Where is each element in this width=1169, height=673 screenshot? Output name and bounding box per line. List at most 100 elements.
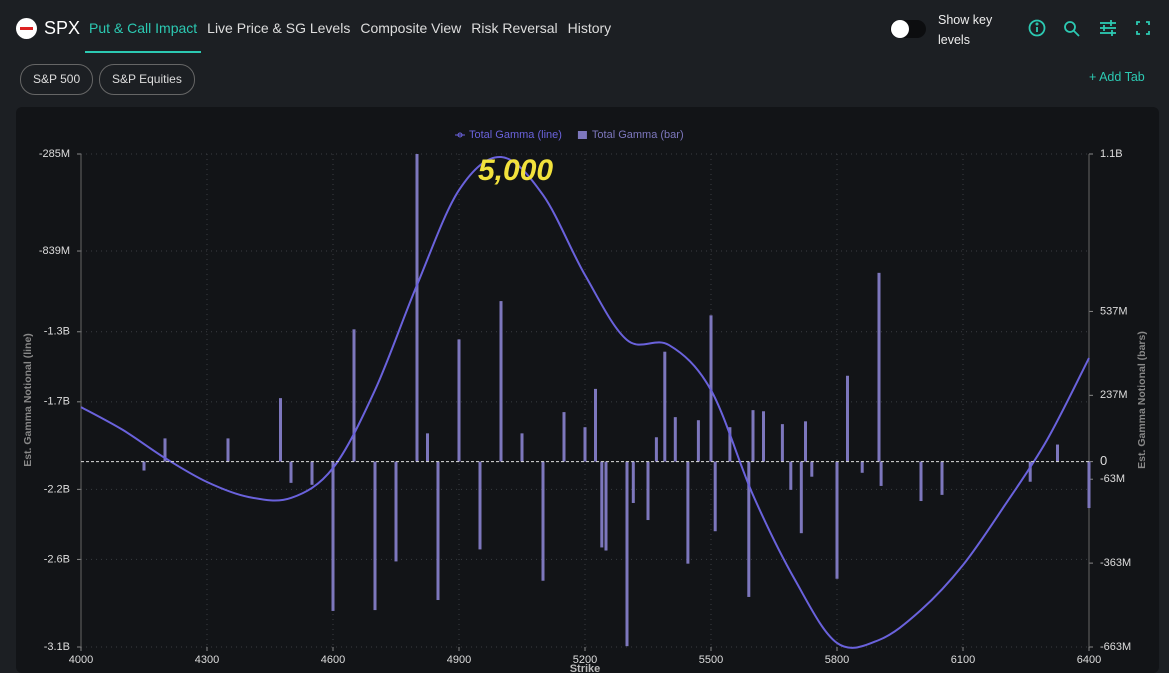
tab[interactable]: Live Price & SG Levels xyxy=(207,20,351,36)
y-tick-label: -3.1B xyxy=(44,641,70,653)
bar xyxy=(1087,461,1091,509)
tab[interactable]: History xyxy=(567,20,612,36)
bar xyxy=(583,427,587,462)
bar xyxy=(780,424,784,462)
tabs: Put & Call Impact Live Price & SG Levels… xyxy=(84,20,612,53)
bar xyxy=(747,461,751,597)
bar xyxy=(846,375,849,462)
bar xyxy=(1028,461,1032,482)
legend-swatch xyxy=(457,132,463,138)
bar xyxy=(289,461,293,483)
bar xyxy=(631,461,635,503)
y-axis-label: Est. Gamma Notional (line) xyxy=(22,333,34,467)
x-axis-label: Strike xyxy=(570,663,601,673)
bar xyxy=(426,433,429,462)
annotation: 5,000 xyxy=(478,154,553,187)
x-tick-label: 5200 xyxy=(573,654,597,666)
bar xyxy=(373,461,377,611)
y2-tick-label: -63M xyxy=(1100,473,1125,485)
bar xyxy=(762,411,765,462)
bar xyxy=(646,461,650,521)
info-icon[interactable] xyxy=(1028,19,1046,37)
bar xyxy=(594,388,597,462)
bar xyxy=(625,461,629,647)
bar xyxy=(654,437,658,462)
bar xyxy=(331,461,335,611)
bar xyxy=(810,461,814,477)
bar xyxy=(789,461,793,490)
bar xyxy=(562,412,566,462)
bar xyxy=(686,461,690,564)
bar xyxy=(673,417,677,462)
y-tick-label: -1.3B xyxy=(44,326,70,338)
bar xyxy=(1056,444,1059,462)
toggle[interactable] xyxy=(890,20,926,38)
bar xyxy=(600,461,604,548)
add-tab[interactable]: + Add Tab xyxy=(1089,70,1145,84)
grid xyxy=(80,153,1090,648)
toggle-label: Show key levels xyxy=(938,13,993,47)
sub-tab[interactable]: S&P Equities xyxy=(99,64,195,95)
x-tick-label: 5800 xyxy=(825,654,849,666)
bar xyxy=(604,461,608,551)
bar xyxy=(279,398,282,462)
bar xyxy=(163,438,167,462)
bar xyxy=(310,461,314,485)
bar xyxy=(394,461,398,562)
y-tick-label: -1.7B xyxy=(44,396,70,408)
sub-tab[interactable]: S&P 500 xyxy=(20,64,94,95)
y2-tick-label: 0 xyxy=(1100,453,1107,468)
y2-tick-label: -363M xyxy=(1100,557,1131,569)
y2-tick-label: 237M xyxy=(1100,389,1128,401)
bar xyxy=(436,461,440,601)
bar xyxy=(478,461,482,550)
bar xyxy=(226,438,230,462)
bar xyxy=(919,461,923,502)
bar xyxy=(541,461,545,581)
x-tick-label: 6100 xyxy=(951,654,975,666)
bar xyxy=(142,461,146,471)
bar xyxy=(860,461,864,473)
icons xyxy=(1028,19,1150,37)
symbol: SPX xyxy=(44,18,81,38)
bar xyxy=(499,301,503,462)
bar xyxy=(415,154,419,462)
bar xyxy=(663,351,667,462)
bar xyxy=(728,427,732,462)
legend-label: Total Gamma (line) xyxy=(469,129,562,141)
legend-swatch xyxy=(577,131,587,139)
x-tick-label: 4600 xyxy=(321,654,345,666)
line xyxy=(80,155,1090,649)
bar xyxy=(352,329,356,462)
tab[interactable]: Put & Call Impact xyxy=(84,20,202,53)
y2-axis-label: Est. Gamma Notional (bars) xyxy=(1136,331,1148,469)
bar xyxy=(696,420,700,462)
y-tick-label: -839M xyxy=(39,245,70,257)
fullscreen-icon[interactable] xyxy=(1136,21,1150,35)
bar xyxy=(799,461,803,534)
y-tick-label: -285M xyxy=(39,148,70,160)
x-tick-label: 5500 xyxy=(699,654,723,666)
x-tick-label: 4000 xyxy=(69,654,93,666)
y2-tick-label: 1.1B xyxy=(1100,148,1123,160)
bar xyxy=(751,410,755,462)
bar xyxy=(804,421,807,462)
bar xyxy=(457,339,461,462)
tab[interactable]: Risk Reversal xyxy=(471,20,558,36)
bar xyxy=(713,461,717,532)
search-icon[interactable] xyxy=(1064,21,1080,37)
logo xyxy=(16,18,37,39)
x-tick-label: 4900 xyxy=(447,654,471,666)
x-tick-label: 4300 xyxy=(195,654,219,666)
y2-tick-label: -663M xyxy=(1100,641,1131,653)
bar xyxy=(940,461,944,495)
y-tick-label: -2.6B xyxy=(44,553,70,565)
y-tick-label: -2.2B xyxy=(44,483,70,495)
y2-tick-label: 537M xyxy=(1100,305,1128,317)
nav-bar: SPX Put & Call Impact Live Price & SG Le… xyxy=(0,0,1169,56)
legend-label: Total Gamma (bar) xyxy=(592,129,684,141)
settings-icon[interactable] xyxy=(1100,20,1116,36)
tab[interactable]: Composite View xyxy=(360,20,462,36)
